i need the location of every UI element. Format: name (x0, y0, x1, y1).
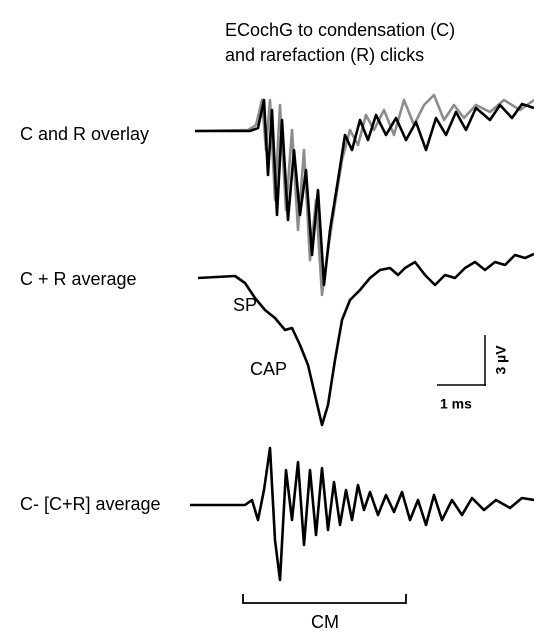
scale-bar-label: 1 ms (440, 396, 472, 412)
cm-trace (190, 446, 534, 582)
title-line: and rarefaction (R) clicks (225, 45, 424, 65)
condensation-trace (195, 98, 534, 287)
trace-label: C + R average (20, 269, 137, 289)
rarefaction-trace (194, 93, 534, 297)
cap-label: CAP (250, 359, 287, 379)
average-trace (197, 252, 534, 427)
title-line: ECochG to condensation (C) (225, 20, 455, 40)
scale-bar-label: 3 µV (493, 345, 509, 375)
trace-label: C and R overlay (20, 124, 149, 144)
cm-label: CM (311, 612, 339, 632)
sp-label: SP (233, 295, 257, 315)
cm-bracket (242, 594, 407, 604)
trace-label: C- [C+R] average (20, 494, 161, 514)
